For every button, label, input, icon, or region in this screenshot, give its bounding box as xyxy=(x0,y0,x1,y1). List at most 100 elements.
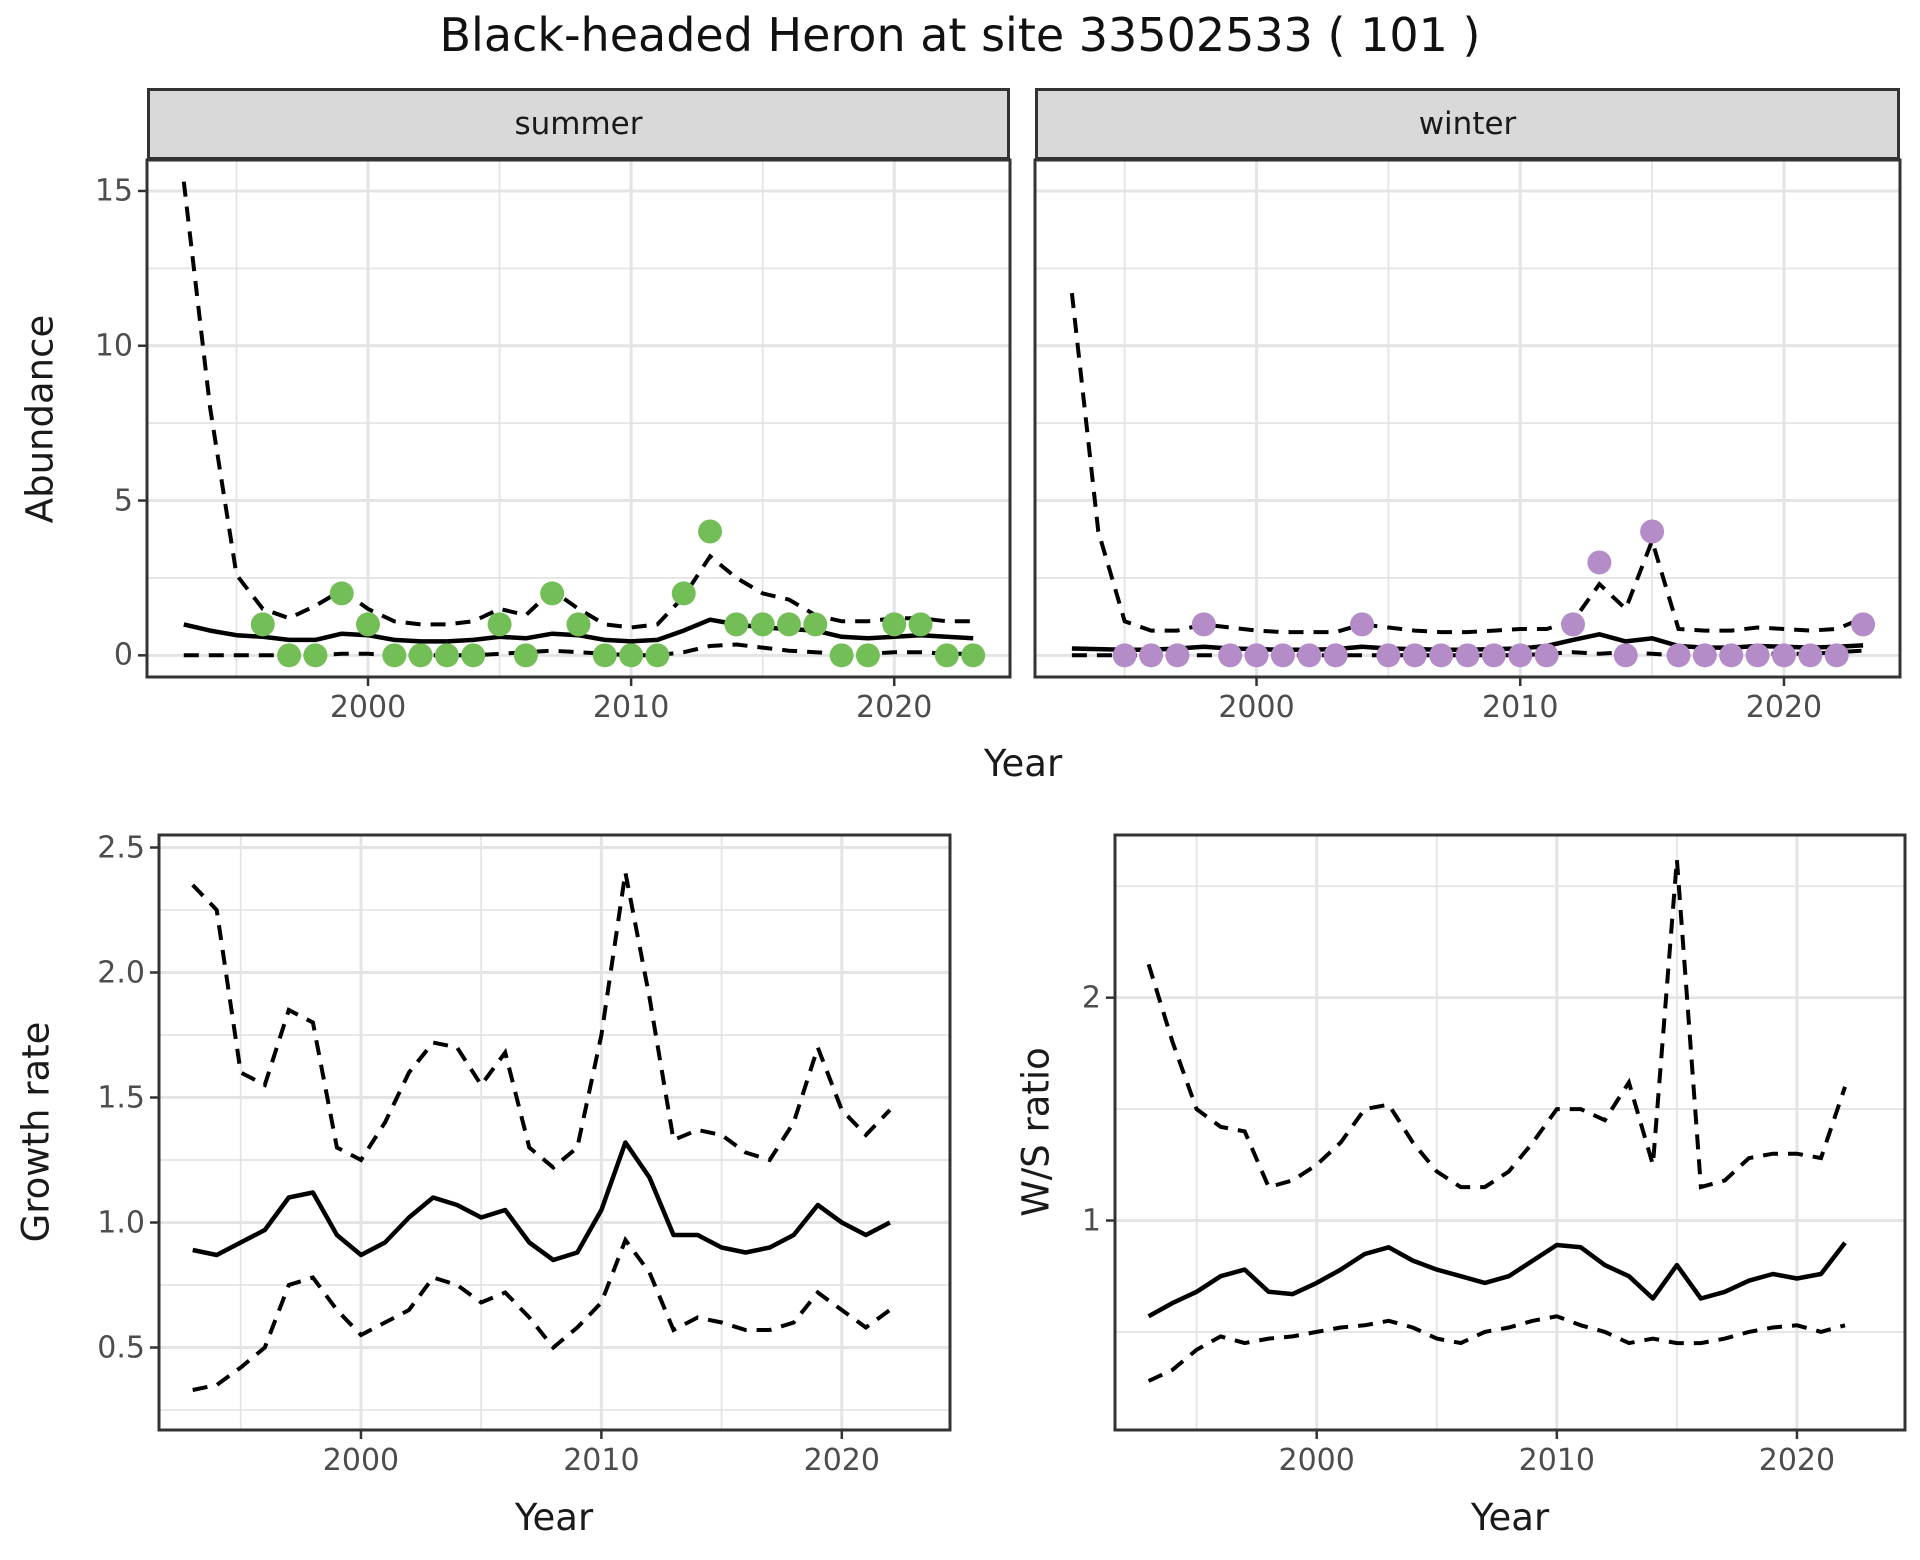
x-tick-label: 2010 xyxy=(1518,1443,1595,1478)
facet-strip-summer: summer xyxy=(147,88,1010,160)
lower-ci-line xyxy=(1147,1314,1846,1383)
panel-background xyxy=(159,835,950,1430)
y-tick-label: 1.5 xyxy=(97,1080,145,1115)
mean-line xyxy=(1147,1241,1847,1319)
data-point xyxy=(908,612,933,637)
data-point xyxy=(303,643,328,668)
data-point xyxy=(1851,612,1876,637)
top-year-axis-title: Year xyxy=(983,742,1063,785)
data-point xyxy=(961,643,986,668)
data-point xyxy=(724,612,749,637)
data-point xyxy=(1112,643,1137,668)
data-point xyxy=(1244,643,1269,668)
data-point xyxy=(1429,643,1454,668)
x-tick-label: 2000 xyxy=(329,690,407,725)
y-tick-label: 15 xyxy=(94,173,133,209)
x-tick-label: 2010 xyxy=(563,1443,640,1478)
data-point xyxy=(776,612,801,637)
data-point xyxy=(1666,643,1691,668)
data-point xyxy=(1824,643,1849,668)
y-tick-label: 5 xyxy=(113,483,133,519)
data-point xyxy=(1139,643,1164,668)
data-point xyxy=(250,612,275,637)
data-point xyxy=(461,643,486,668)
data-point xyxy=(434,643,459,668)
data-point xyxy=(1534,643,1559,668)
data-point xyxy=(487,612,512,637)
data-point xyxy=(1560,612,1585,637)
data-point xyxy=(698,519,723,544)
panel-background xyxy=(147,160,1010,677)
data-point xyxy=(803,612,828,637)
data-point xyxy=(592,643,617,668)
data-point xyxy=(1218,643,1243,668)
data-point xyxy=(1587,550,1612,575)
x-tick-label: 2010 xyxy=(1482,690,1559,725)
upper-ci-line xyxy=(181,181,974,630)
data-point xyxy=(1771,643,1796,668)
data-point xyxy=(1798,643,1823,668)
panel-border xyxy=(157,833,952,1432)
x-tick-label: 2000 xyxy=(1278,1443,1355,1478)
x-tick-label: 2000 xyxy=(322,1443,400,1478)
data-point xyxy=(1323,643,1348,668)
data-point xyxy=(1402,643,1427,668)
ws-year-axis-title: Year xyxy=(1470,1496,1550,1539)
lower-ci-line xyxy=(192,1235,892,1392)
panel-border xyxy=(1033,158,1902,679)
data-point xyxy=(277,643,302,668)
data-point xyxy=(855,643,880,668)
data-point xyxy=(1745,643,1770,668)
x-tick-label: 2020 xyxy=(1745,690,1823,725)
data-point xyxy=(1350,612,1375,637)
panel-border xyxy=(1113,833,1907,1432)
y-tick-label: 1 xyxy=(1081,1203,1101,1239)
x-tick-label: 2020 xyxy=(1758,1443,1836,1478)
facet-strip-winter-label: winter xyxy=(1418,106,1517,142)
data-point xyxy=(829,643,854,668)
y-tick-label: 2 xyxy=(1081,980,1101,1016)
data-point xyxy=(329,581,354,606)
mean-line xyxy=(192,1140,891,1263)
data-point xyxy=(356,612,381,637)
x-tick-label: 2020 xyxy=(856,690,933,725)
data-point xyxy=(1719,643,1744,668)
page-title: Black-headed Heron at site 33502533 ( 10… xyxy=(439,8,1481,62)
data-point xyxy=(513,643,538,668)
panel-abundance_summer xyxy=(138,158,1012,686)
panel-border xyxy=(145,158,1012,679)
facet-strip-winter: winter xyxy=(1035,88,1900,160)
panel-growth_rate xyxy=(150,833,952,1439)
data-point xyxy=(1613,643,1638,668)
data-point xyxy=(382,643,407,668)
x-tick-label: 2010 xyxy=(592,690,670,725)
data-point xyxy=(619,643,644,668)
data-point xyxy=(540,581,565,606)
data-point xyxy=(1376,643,1401,668)
facet-strip-summer-label: summer xyxy=(514,106,643,142)
data-point xyxy=(1191,612,1216,637)
y-tick-label: 0 xyxy=(113,637,133,673)
growth-year-axis-title: Year xyxy=(514,1496,594,1539)
x-tick-label: 2020 xyxy=(803,1443,880,1478)
data-point xyxy=(1692,643,1717,668)
upper-ci-line xyxy=(1146,859,1847,1190)
y-tick-label: 1.0 xyxy=(97,1205,145,1240)
data-point xyxy=(671,581,696,606)
data-point xyxy=(566,612,591,637)
data-point xyxy=(882,612,907,637)
data-point xyxy=(645,643,670,668)
data-point xyxy=(1481,643,1506,668)
data-point xyxy=(1165,643,1190,668)
upper-ci-line xyxy=(191,872,892,1171)
y-tick-label: 10 xyxy=(94,328,133,364)
data-point xyxy=(1455,643,1480,668)
data-point xyxy=(408,643,433,668)
data-point xyxy=(1640,519,1665,544)
y-tick-label: 2.5 xyxy=(97,830,145,865)
data-point xyxy=(1270,643,1295,668)
y-tick-label: 2.0 xyxy=(97,955,145,990)
y-tick-label: 0.5 xyxy=(97,1330,145,1365)
